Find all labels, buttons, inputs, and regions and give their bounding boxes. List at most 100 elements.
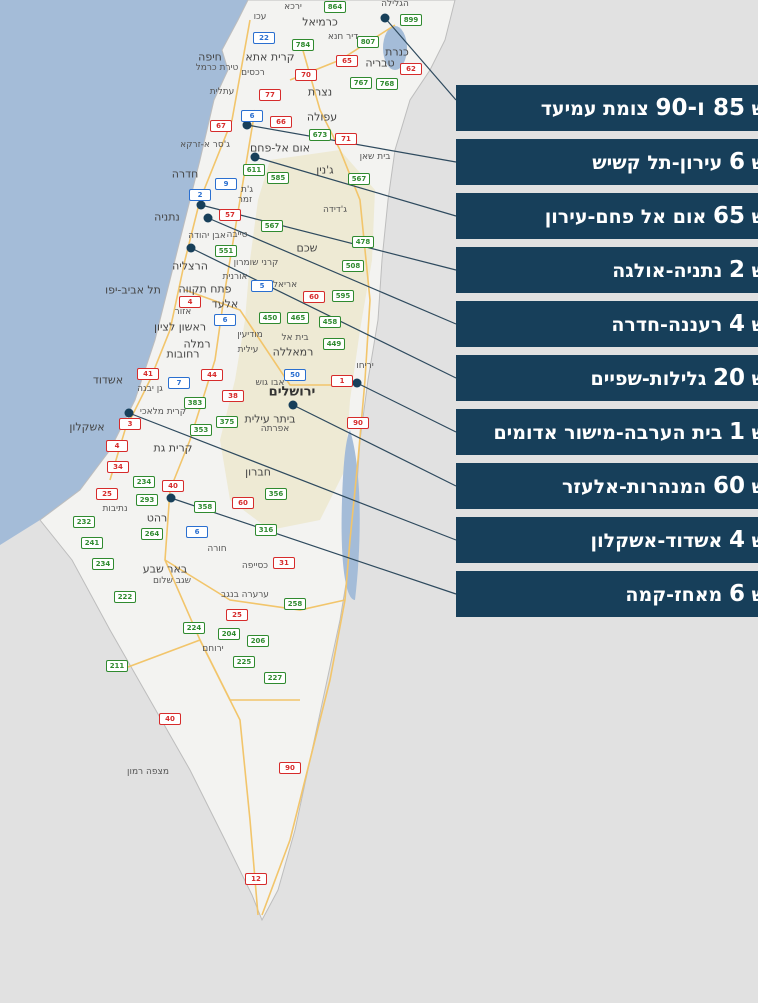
- route-shield: 6: [214, 314, 236, 326]
- callout-text: ש 2 נתניה-אולגה: [612, 247, 758, 293]
- route-shield: 62: [400, 63, 422, 75]
- city-label: פתח תקווה: [178, 282, 232, 296]
- route-shield: 807: [357, 36, 379, 48]
- route-shield: 864: [324, 1, 346, 13]
- city-label: קרית גת: [153, 441, 193, 455]
- route-shield: 225: [233, 656, 255, 668]
- location-dot: [380, 13, 390, 23]
- city-label: אבו גוש: [255, 378, 285, 388]
- city-label: קרית מלאכי: [139, 407, 187, 417]
- route-shield: 204: [218, 628, 240, 640]
- road-section: המנהרות-אלעזר: [561, 476, 707, 498]
- road-callout-box: ש 4 רעננה-חדרה: [456, 301, 758, 347]
- route-shield: 784: [292, 39, 314, 51]
- callout-text: ש 65 אום אל פחם-עירון: [545, 193, 758, 239]
- road-number: 20: [712, 365, 745, 391]
- route-shield: 353: [190, 424, 212, 436]
- callout-prefix: ש: [752, 152, 758, 174]
- callout-text: ש 4 אשדוד-אשקלון: [591, 517, 758, 563]
- route-shield: 767: [350, 77, 372, 89]
- road-section: רעננה-חדרה: [611, 314, 723, 336]
- road-number: 6: [728, 581, 745, 607]
- leader-line: [128, 412, 457, 541]
- road-section: אום אל פחם-עירון: [544, 206, 707, 228]
- city-label: אבן יהודה: [188, 231, 226, 241]
- route-shield: 567: [348, 173, 370, 185]
- city-label: חורה: [207, 544, 227, 554]
- route-shield: 57: [219, 209, 241, 221]
- city-label: אפרתה: [260, 424, 290, 434]
- location-dot: [166, 493, 176, 503]
- route-shield: 90: [347, 417, 369, 429]
- city-label: אום אל-פחם: [249, 141, 311, 155]
- route-shield: 5: [251, 280, 273, 292]
- city-label: כרמיאל: [302, 15, 338, 29]
- callout-location-dots: [124, 13, 390, 503]
- leader-line: [190, 247, 457, 379]
- route-shield: 375: [216, 416, 238, 428]
- road-callout-box: ש 4 אשדוד-אשקלון: [456, 517, 758, 563]
- city-label: ירוחם: [202, 644, 224, 654]
- route-shield: 768: [376, 78, 398, 90]
- city-label: רמלה: [183, 337, 211, 351]
- leader-line: [170, 497, 457, 595]
- route-shield: 264: [141, 528, 163, 540]
- road-section: אשדוד-אשקלון: [590, 530, 723, 552]
- callout-text: ש 6 עירון-תל קשיש: [592, 139, 758, 185]
- route-shield: 66: [270, 116, 292, 128]
- route-shield: 232: [73, 516, 95, 528]
- city-label: מודיעין: [237, 330, 263, 340]
- callout-prefix: ש: [752, 368, 758, 390]
- city-label: ערערה בנגב: [221, 590, 269, 600]
- road-callout-box: ש 6 מאחז-קמה: [456, 571, 758, 617]
- callout-prefix: ש: [752, 98, 758, 120]
- route-shield: 25: [96, 488, 118, 500]
- route-shield: 70: [295, 69, 317, 81]
- city-label: חיפה: [198, 50, 222, 64]
- city-label: אלעד: [211, 297, 239, 311]
- route-shield: 611: [243, 164, 265, 176]
- city-label: אשקלון: [69, 420, 105, 434]
- leader-line: [254, 156, 457, 217]
- route-shield: 293: [136, 494, 158, 506]
- road-number: 1: [728, 419, 745, 445]
- city-label: זמר: [237, 195, 253, 205]
- location-dot: [242, 120, 252, 130]
- route-shield: 40: [159, 713, 181, 725]
- route-shield: 234: [92, 558, 114, 570]
- location-dot: [352, 378, 362, 388]
- road-number: 60: [712, 473, 745, 499]
- route-shield: 585: [267, 172, 289, 184]
- route-shield: 6: [241, 110, 263, 122]
- route-shield: 44: [201, 369, 223, 381]
- route-shield: 211: [106, 660, 128, 672]
- road-callout-box: ש 2 נתניה-אולגה: [456, 247, 758, 293]
- route-shield: 224: [183, 622, 205, 634]
- city-label: נתניה: [154, 210, 180, 224]
- callout-prefix: ש: [752, 314, 758, 336]
- route-shield: 2: [189, 189, 211, 201]
- route-shield: 465: [287, 312, 309, 324]
- route-shield: 25: [226, 609, 248, 621]
- city-label: ג'ת: [240, 185, 254, 195]
- city-label: מצפה רמון: [127, 767, 169, 777]
- city-label: באר שבע: [142, 562, 188, 576]
- callout-prefix: ש: [752, 584, 758, 606]
- route-shield: 478: [352, 236, 374, 248]
- city-label: נצרת: [307, 85, 333, 99]
- route-shield: 222: [114, 591, 136, 603]
- city-label: חברון: [245, 465, 271, 479]
- city-label: הרצליה: [172, 259, 208, 273]
- route-shield: 383: [184, 397, 206, 409]
- road-section: נתניה-אולגה: [612, 260, 723, 282]
- city-label: בית שאן: [359, 152, 391, 162]
- road-callout-box: ש 85 ו-90 צומת עמיעד: [456, 85, 758, 131]
- city-label: עילית: [237, 345, 259, 355]
- city-label: ג'דידה: [323, 205, 347, 215]
- city-label: הגלילה: [381, 0, 409, 9]
- route-shield: 458: [319, 316, 341, 328]
- route-shield: 9: [215, 178, 237, 190]
- city-label: רהט: [146, 511, 168, 525]
- route-shield: 358: [194, 501, 216, 513]
- callout-text: ש 85 ו-90 צומת עמיעד: [541, 85, 758, 131]
